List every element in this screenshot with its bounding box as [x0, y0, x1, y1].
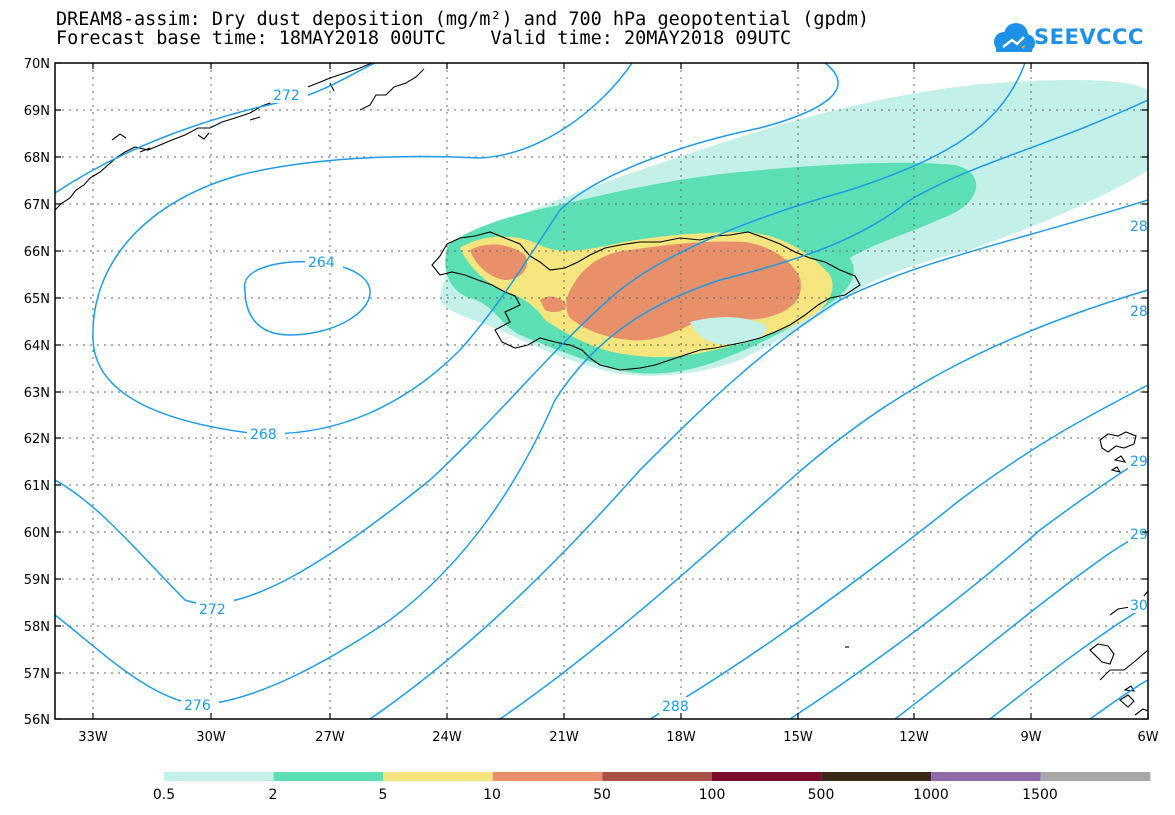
lon-label: 12W: [899, 730, 929, 745]
plot-frame: [54, 62, 1149, 720]
contour-label-bgs: [181, 86, 1148, 714]
lat-label: 66N: [24, 245, 50, 260]
colorbar-swatch: [1040, 772, 1151, 781]
lon-label: 15W: [783, 730, 813, 745]
colorbar-label: 100: [699, 787, 726, 803]
contour-label: 276: [184, 698, 211, 714]
iceland-coast: [431, 231, 861, 371]
lon-label: 33W: [78, 730, 108, 745]
greenland-coast: [55, 63, 373, 211]
contour-label: 29: [1130, 527, 1148, 543]
faroe-coast: [1099, 431, 1137, 473]
plot-area: 272 264 268 272 276 288 28 28 29 29 30: [55, 63, 1148, 719]
lat-label: 63N: [24, 386, 50, 401]
colorbar-swatch: [931, 772, 1041, 781]
lon-label: 18W: [666, 730, 696, 745]
lon-label: 24W: [432, 730, 462, 745]
contour-label: 29: [1130, 454, 1148, 470]
title-line-1: DREAM8-assim: Dry dust deposition (mg/m²…: [56, 9, 870, 30]
contour-label: 268: [250, 427, 277, 443]
contour-label: 30: [1130, 598, 1148, 614]
seevccc-logo: [994, 23, 1035, 52]
lon-label: 9W: [1020, 730, 1041, 745]
lat-label: 58N: [24, 620, 50, 635]
geopotential-contours: [55, 63, 1148, 719]
lat-label: 56N: [24, 713, 50, 728]
latitude-labels: 70N 69N 68N 67N 66N 65N 64N 63N 62N 61N …: [24, 57, 50, 728]
lat-label: 67N: [24, 198, 50, 213]
contour-label: 288: [662, 699, 689, 715]
dust-level-0-5-hole: [690, 317, 766, 346]
colorbar-labels: 0.5 2 5 10 50 100 500 1000 1500: [153, 787, 1058, 803]
lat-label: 65N: [24, 292, 50, 307]
colorbar-label: 10: [483, 787, 501, 803]
lat-label: 70N: [24, 57, 50, 72]
colorbar-swatch: [602, 772, 712, 781]
contour-label: 264: [308, 255, 335, 271]
colorbar-label: 1500: [1022, 787, 1058, 803]
contour-label: 272: [199, 602, 226, 618]
colorbar-label: 5: [379, 787, 388, 803]
longitude-labels: 33W 30W 27W 24W 21W 18W 15W 12W 9W 6W: [78, 730, 1158, 745]
lat-label: 61N: [24, 479, 50, 494]
lat-label: 57N: [24, 667, 50, 682]
lat-label: 62N: [24, 432, 50, 447]
axis-ticks: [55, 62, 1149, 720]
title-line-2: Forecast base time: 18MAY2018 00UTC Vali…: [56, 28, 792, 49]
colorbar-label: 50: [593, 787, 611, 803]
lon-label: 30W: [196, 730, 226, 745]
lat-label: 60N: [24, 526, 50, 541]
contour-label: 28: [1130, 219, 1148, 235]
colorbar-label: 500: [808, 787, 835, 803]
logo-text: SEEVCCC: [1034, 25, 1144, 49]
colorbar-swatch: [712, 772, 822, 781]
contour-label: 272: [273, 88, 300, 104]
colorbar-swatch: [492, 772, 603, 781]
colorbar-label: 0.5: [153, 787, 175, 803]
colorbar-swatch: [273, 772, 384, 781]
colorbar-label: 2: [269, 787, 278, 803]
dust-shading: [440, 80, 1148, 376]
colorbar-label: 1000: [913, 787, 949, 803]
colorbar: [164, 772, 1151, 781]
lat-label: 69N: [24, 104, 50, 119]
lon-label: 27W: [315, 730, 345, 745]
lon-label: 6W: [1137, 730, 1158, 745]
lat-label: 64N: [24, 339, 50, 354]
colorbar-swatch: [821, 772, 932, 781]
colorbar-swatch: [383, 772, 493, 781]
lat-label: 59N: [24, 573, 50, 588]
colorbar-swatch: [164, 772, 274, 781]
contour-label: 28: [1130, 304, 1148, 320]
dust-level-10: [470, 241, 801, 341]
lat-label: 68N: [24, 151, 50, 166]
coastlines: [55, 63, 1148, 716]
lon-label: 21W: [549, 730, 579, 745]
cloud-icon: [994, 23, 1035, 52]
